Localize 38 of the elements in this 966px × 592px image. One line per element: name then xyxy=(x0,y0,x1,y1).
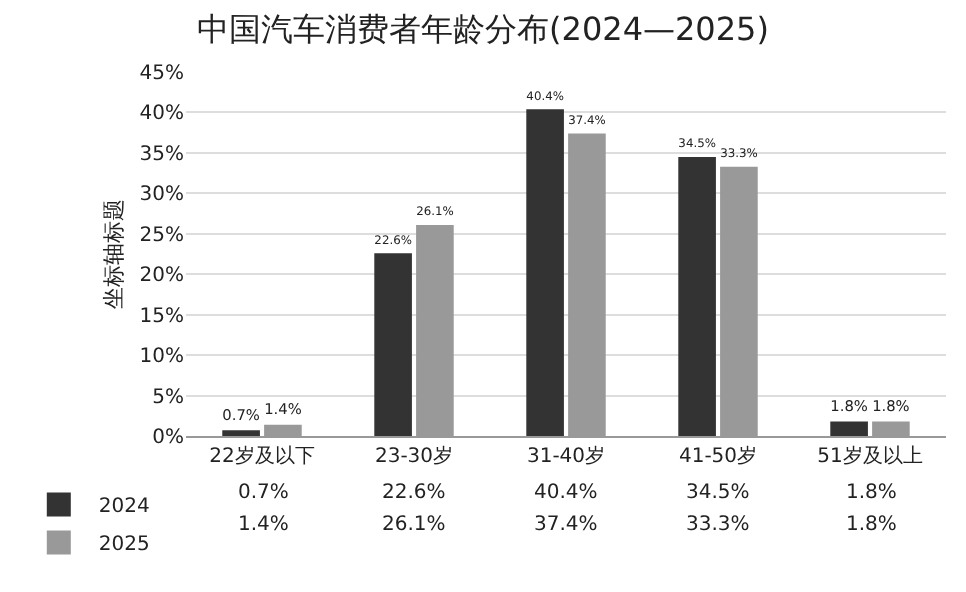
legend-label: 2024 xyxy=(98,496,150,519)
data-label: 1.8% xyxy=(846,514,897,536)
x-tick-label: 51岁及以上 xyxy=(817,444,923,468)
y-tick-label: 35% xyxy=(139,143,184,166)
text: 1.8% xyxy=(830,397,868,415)
text: 0.7% xyxy=(222,405,260,424)
y-tick-label: 30% xyxy=(139,184,184,207)
text: 1.8% xyxy=(872,397,910,415)
x-tick-label: 23-30岁 xyxy=(374,444,454,468)
y-tick-label: 25% xyxy=(139,224,184,247)
bar xyxy=(222,430,260,436)
data-label: 1.8% xyxy=(846,482,897,504)
data-label: 34.5% xyxy=(686,482,750,504)
y-tick-label: 45% xyxy=(139,63,184,85)
bar xyxy=(678,156,716,436)
y-tick-label: 40% xyxy=(139,103,184,126)
y-axis-title: 坐标轴标题 xyxy=(100,199,127,309)
y-tick-label: 0% xyxy=(152,427,184,449)
data-label: 37.4% xyxy=(534,514,598,536)
data-label: 33.3% xyxy=(686,514,750,536)
data-label: 1.4% xyxy=(238,514,289,536)
data-label: 0.7% xyxy=(238,482,289,504)
y-tick-label: 20% xyxy=(139,265,184,288)
x-tick-label: 31-40岁 xyxy=(526,444,606,468)
y-tick-label: 5% xyxy=(152,386,184,409)
text: 1.4% xyxy=(264,400,302,419)
chart-title: 中国汽车消费者年龄分布(2024—2025) xyxy=(197,10,769,49)
x-tick-label: 22岁及以下 xyxy=(209,444,315,468)
bar xyxy=(374,253,412,436)
data-label: 22.6% xyxy=(382,482,446,504)
data-label: 26.1% xyxy=(382,514,446,536)
x-tick-label: 41-50岁 xyxy=(678,444,758,468)
data-label: 40.4% xyxy=(534,482,598,504)
y-tick-label: 10% xyxy=(139,346,184,369)
y-tick-label: 15% xyxy=(139,305,184,328)
legend-label: 2025 xyxy=(98,534,150,557)
bar xyxy=(830,421,868,436)
bar xyxy=(526,109,564,436)
